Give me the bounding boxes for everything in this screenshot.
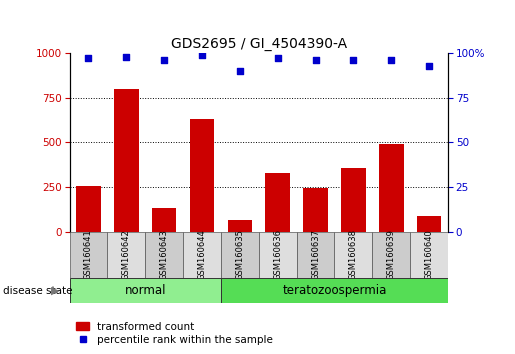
Bar <box>221 232 259 278</box>
Bar <box>228 220 252 232</box>
Text: GSM160641: GSM160641 <box>84 229 93 280</box>
Bar <box>183 232 221 278</box>
Text: disease state: disease state <box>3 286 72 296</box>
Bar <box>221 278 448 303</box>
Bar <box>259 232 297 278</box>
Bar <box>410 232 448 278</box>
Text: normal: normal <box>125 284 166 297</box>
Bar <box>190 119 214 232</box>
Text: GSM160637: GSM160637 <box>311 229 320 280</box>
Text: ▶: ▶ <box>50 286 59 296</box>
Bar <box>335 232 372 278</box>
Point <box>236 68 244 74</box>
Text: GSM160644: GSM160644 <box>198 229 207 280</box>
Bar <box>107 232 145 278</box>
Bar <box>145 232 183 278</box>
Bar <box>341 167 366 232</box>
Bar <box>303 188 328 232</box>
Bar <box>152 208 177 232</box>
Bar <box>70 232 107 278</box>
Legend: transformed count, percentile rank within the sample: transformed count, percentile rank withi… <box>72 317 277 349</box>
Point <box>198 52 206 58</box>
Text: GSM160638: GSM160638 <box>349 229 358 280</box>
Point <box>425 63 433 68</box>
Point <box>349 57 357 63</box>
Point <box>312 57 320 63</box>
Bar <box>265 173 290 232</box>
Bar <box>76 186 101 232</box>
Text: teratozoospermia: teratozoospermia <box>282 284 387 297</box>
Point <box>84 56 93 61</box>
Text: GSM160635: GSM160635 <box>235 229 244 280</box>
Text: GSM160642: GSM160642 <box>122 229 131 280</box>
Text: GSM160636: GSM160636 <box>273 229 282 280</box>
Text: GSM160639: GSM160639 <box>387 229 396 280</box>
Point <box>273 56 282 61</box>
Bar <box>70 278 221 303</box>
Bar <box>297 232 335 278</box>
Text: GSM160640: GSM160640 <box>425 229 434 280</box>
Point <box>122 54 130 59</box>
Text: GSM160643: GSM160643 <box>160 229 168 280</box>
Bar <box>372 232 410 278</box>
Bar <box>379 144 404 232</box>
Point <box>387 57 396 63</box>
Bar <box>417 216 441 232</box>
Bar <box>114 89 139 232</box>
Title: GDS2695 / GI_4504390-A: GDS2695 / GI_4504390-A <box>171 37 347 51</box>
Point <box>160 57 168 63</box>
